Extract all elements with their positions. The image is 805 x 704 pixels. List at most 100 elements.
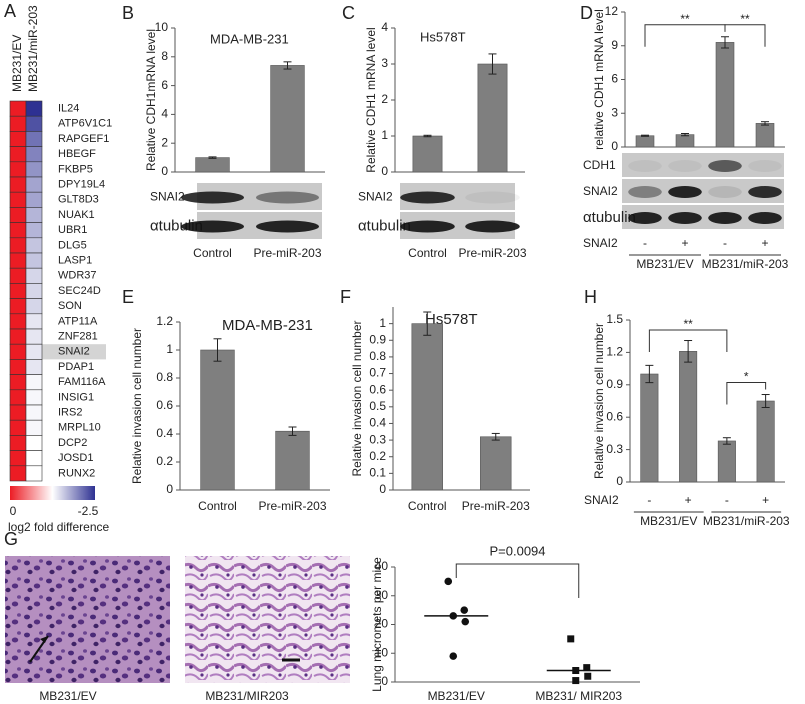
blot-band: [256, 220, 319, 233]
heat-cell: [25, 115, 43, 132]
heat-cell: [25, 131, 43, 147]
heat-cell: [9, 252, 27, 269]
row-label: SON: [58, 300, 82, 312]
heat-cell: [25, 298, 43, 315]
y-tick-label: 0.6: [369, 382, 386, 396]
y-tick-label: 0.4: [369, 416, 386, 430]
y-tick-label: 1: [166, 342, 173, 356]
group-label: MB231/miR-203: [703, 514, 790, 528]
bar: [675, 134, 695, 148]
row-label: ATP11A: [58, 315, 98, 327]
blot-band: [748, 186, 782, 198]
blot-label: CDH1: [583, 158, 616, 172]
annotation: P=0.0094: [489, 543, 545, 558]
row-label: HBEGF: [58, 148, 96, 160]
y-tick-label: 3: [381, 56, 388, 70]
heat-cell: [9, 435, 27, 451]
heat-cell: [25, 435, 43, 451]
heat-cell: [9, 100, 27, 117]
panel-label: E: [122, 287, 134, 307]
y-tick-label: 0.9: [369, 332, 386, 346]
row-label: NUAK1: [58, 209, 95, 221]
x-tick-label: Control: [193, 246, 232, 260]
significance-label: **: [680, 12, 690, 26]
heat-cell: [25, 283, 43, 299]
y-tick-label: 0: [381, 164, 388, 178]
group-label: MB231/EV: [636, 257, 693, 271]
x-tick-label: MB231/ MIR203: [535, 689, 622, 703]
bar: [756, 400, 775, 483]
row-label: SNAI2: [583, 236, 618, 250]
significance-bracket: [724, 24, 766, 47]
y-tick-label: 3: [611, 105, 618, 119]
y-tick-label: 40: [375, 559, 389, 573]
y-tick-label: 0: [616, 474, 623, 488]
row-label: UBR1: [58, 224, 87, 236]
y-axis-label: Relative invasion cell number: [350, 320, 364, 476]
heat-cell: [25, 146, 43, 163]
bar: [275, 430, 310, 491]
x-tick-label: Control: [408, 499, 447, 513]
y-tick-label: 0: [161, 164, 168, 178]
row-label: FAM116A: [58, 376, 106, 388]
row-label: DPY19L4: [58, 179, 105, 191]
row-label: ATP6V1C1: [58, 118, 112, 130]
row-label: IRS2: [58, 407, 82, 419]
significance-bracket: [455, 563, 580, 598]
blot-band: [628, 186, 662, 198]
y-tick-label: 0.5: [369, 399, 386, 413]
heat-cell: [25, 313, 43, 330]
heat-cell: [25, 100, 43, 117]
heat-cell: [25, 359, 43, 375]
y-axis-label: Relative invasion cell number: [592, 323, 606, 479]
heat-cell: [9, 328, 27, 345]
bar: [679, 351, 698, 483]
row-label: WDR37: [58, 270, 97, 282]
y-tick-label: 9: [611, 38, 618, 52]
bar: [715, 42, 735, 148]
x-tick-label: Control: [408, 246, 447, 260]
y-tick-label: 0: [379, 482, 386, 496]
bar: [480, 436, 512, 491]
y-tick-label: 0.4: [156, 426, 173, 440]
column-header: MB231/miR-203: [26, 5, 40, 92]
blot-band: [628, 212, 662, 224]
heat-cell: [9, 191, 27, 208]
y-tick-label: 20: [375, 617, 389, 631]
bar: [411, 323, 443, 491]
heat-cell: [25, 465, 43, 482]
y-tick-label: 0.3: [369, 432, 386, 446]
bar: [200, 349, 235, 491]
significance-bracket: [648, 329, 728, 352]
point: [572, 677, 580, 685]
row-label: MRPL10: [58, 422, 101, 434]
heat-cell: [25, 404, 43, 421]
bar: [635, 135, 655, 148]
y-tick-label: 0.2: [156, 454, 173, 468]
bar: [640, 373, 659, 483]
blot-label: αtubulin: [358, 217, 411, 234]
blot-label: SNAI2: [358, 190, 393, 204]
x-tick-label: Pre-miR-203: [258, 499, 326, 513]
group-label: MB231/EV: [640, 514, 697, 528]
blot-band: [465, 220, 520, 233]
heat-cell: [25, 343, 43, 360]
colorbar: [10, 486, 95, 500]
row-label: INSIG1: [58, 391, 94, 403]
colorbar-label: log2 fold difference: [8, 520, 110, 534]
y-tick-label: 0.1: [369, 466, 386, 480]
heat-cell: [25, 191, 43, 208]
heat-cell: [9, 146, 27, 163]
bar: [717, 440, 736, 483]
point: [461, 617, 470, 626]
heat-cell: [25, 252, 43, 269]
heat-cell: [9, 389, 27, 406]
heat-cell: [9, 131, 27, 147]
y-tick-label: 0.9: [606, 377, 623, 391]
y-tick-label: 10: [155, 20, 169, 34]
blot-band: [708, 160, 742, 172]
row-value: +: [685, 493, 692, 507]
point: [567, 635, 575, 643]
row-label: SNAI2: [58, 346, 90, 358]
row-value: +: [681, 236, 688, 250]
